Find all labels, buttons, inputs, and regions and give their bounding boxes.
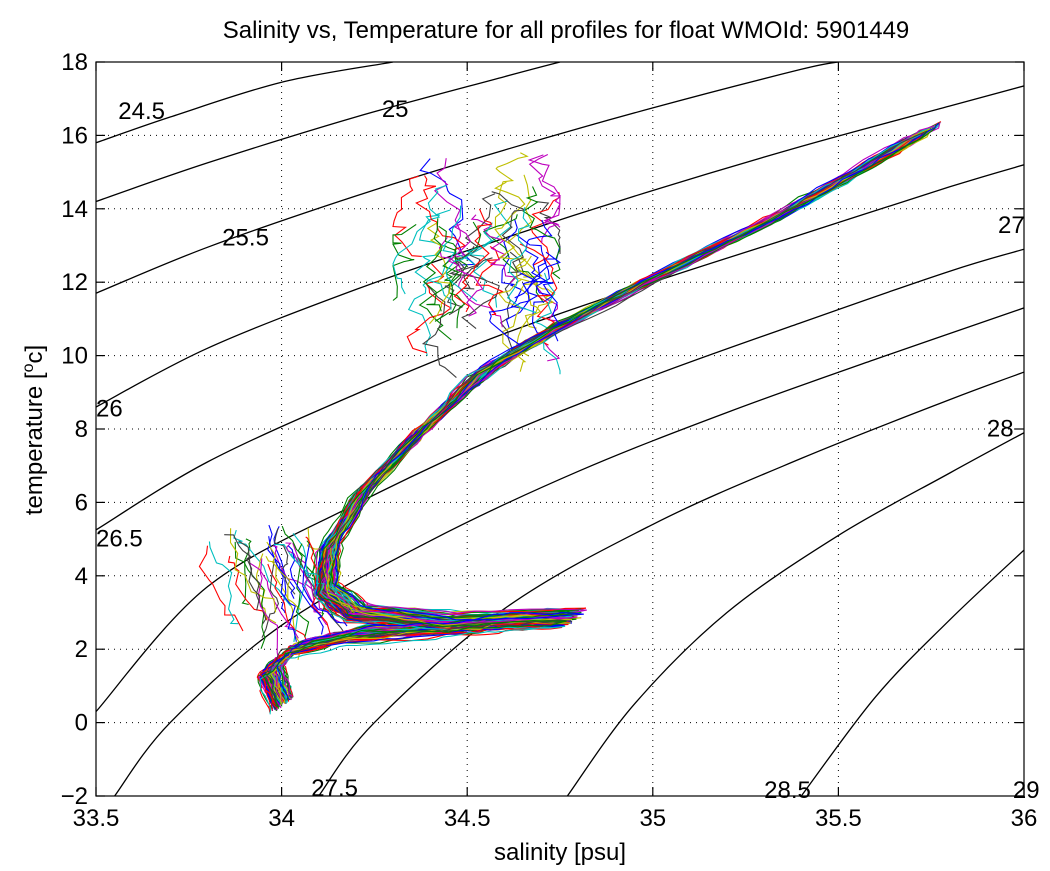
x-tick-label: 34 — [268, 805, 295, 832]
profile-line — [407, 251, 457, 356]
contour-label-25: 25 — [382, 96, 409, 123]
density-contour-27.5 — [114, 307, 1024, 796]
y-axis-label-superscript: o — [20, 363, 37, 372]
y-tick-label: 2 — [75, 636, 88, 663]
x-tick-label: 35.5 — [815, 805, 862, 832]
contour-label-28.5: 28.5 — [764, 777, 811, 804]
profile-line — [434, 225, 459, 322]
contour-label-25.5: 25.5 — [222, 225, 269, 252]
profile-line — [392, 209, 451, 295]
x-tick-label: 36 — [1011, 805, 1038, 832]
profile-line — [276, 124, 937, 701]
x-tick-labels: 33.5 34 34.5 35 35.5 36 — [73, 805, 1038, 832]
profile-line — [392, 175, 422, 257]
profile-line — [528, 154, 562, 228]
profile-line — [415, 175, 467, 251]
profile-line — [515, 271, 542, 357]
y-tick-label: 0 — [75, 710, 88, 737]
density-contour-25.5 — [96, 62, 839, 294]
y-tick-label: 6 — [75, 489, 88, 516]
y-tick-label: 12 — [61, 269, 88, 296]
profile-line — [257, 558, 285, 681]
density-contour-25 — [96, 62, 561, 203]
contour-label-27.5: 27.5 — [311, 775, 358, 802]
profile-line — [266, 541, 302, 610]
profile-line — [494, 152, 529, 228]
y-axis-label: temperature [oc] — [20, 345, 48, 515]
profile-line — [506, 207, 537, 314]
contour-label-26.5: 26.5 — [96, 526, 143, 553]
profile-line — [241, 538, 252, 606]
density-contour-28.5 — [566, 432, 1024, 796]
profile-line — [475, 246, 504, 316]
chart-title: Salinity vs, Temperature for all profile… — [223, 17, 910, 44]
density-contour-26.5 — [96, 164, 1024, 531]
profile-line — [494, 181, 530, 278]
profile-line — [302, 543, 348, 627]
profile-line — [421, 281, 457, 379]
profile-line — [507, 174, 543, 278]
density-contour-26 — [96, 85, 1024, 408]
profile-line — [488, 272, 535, 350]
axis-ticks — [95, 61, 1025, 797]
profile-line — [522, 186, 561, 280]
y-tick-label: 10 — [61, 343, 88, 370]
profile-line — [422, 218, 442, 312]
contour-labels: 24.5 25 25.5 26 26.5 27 27.5 28 28.5 29 — [96, 96, 1040, 804]
profile-line — [290, 553, 337, 610]
profile-line — [295, 543, 310, 638]
profile-line — [262, 130, 928, 709]
profile-line — [414, 205, 462, 310]
profile-line — [224, 534, 261, 611]
profile-line — [255, 553, 277, 624]
density-contour-28 — [318, 371, 1024, 796]
profile-line — [287, 545, 324, 635]
profile-line — [418, 184, 478, 268]
contour-label-27: 27 — [998, 212, 1025, 239]
profile-lines — [198, 121, 942, 715]
profile-line — [292, 532, 308, 642]
y-tick-label: 18 — [61, 49, 88, 76]
contour-label-24.5: 24.5 — [118, 98, 165, 125]
profile-line — [445, 222, 493, 302]
contour-label-29: 29 — [1013, 777, 1040, 804]
grid-lines — [96, 62, 1024, 796]
profile-line — [234, 541, 266, 649]
density-contour-27 — [96, 248, 1024, 713]
profile-line — [198, 545, 244, 632]
y-tick-label: 14 — [61, 196, 88, 223]
x-tick-label: 33.5 — [73, 805, 120, 832]
density-contour-29 — [800, 549, 1024, 796]
profile-line — [268, 536, 297, 642]
profile-line — [392, 223, 417, 301]
profile-line — [491, 191, 526, 274]
profile-line — [273, 526, 287, 614]
profile-line — [276, 123, 939, 701]
y-tick-label: 16 — [61, 122, 88, 149]
y-axis-label-tail: c] — [21, 345, 48, 364]
y-tick-label: 8 — [75, 416, 88, 443]
x-axis-label: salinity [psu] — [494, 839, 626, 866]
profile-line — [501, 219, 527, 310]
density-contour-24.5 — [96, 62, 394, 144]
x-tick-label: 34.5 — [444, 805, 491, 832]
x-tick-label: 35 — [639, 805, 666, 832]
y-tick-label: 4 — [75, 563, 88, 590]
plot-area — [96, 62, 1024, 796]
profile-line — [267, 563, 309, 647]
profile-line — [497, 279, 527, 372]
y-axis-label-main: temperature [ — [21, 372, 48, 515]
contour-label-26: 26 — [96, 395, 123, 422]
profile-line — [453, 208, 493, 313]
profile-line — [229, 528, 277, 613]
profile-line — [267, 524, 296, 599]
contour-label-28: 28 — [987, 416, 1014, 443]
y-tick-labels: −2 0 2 4 6 8 10 12 14 16 18 — [61, 49, 88, 810]
density-contours — [96, 62, 1024, 796]
profile-line — [447, 223, 484, 317]
profile-line — [208, 541, 239, 625]
y-tick-label: −2 — [61, 783, 88, 810]
